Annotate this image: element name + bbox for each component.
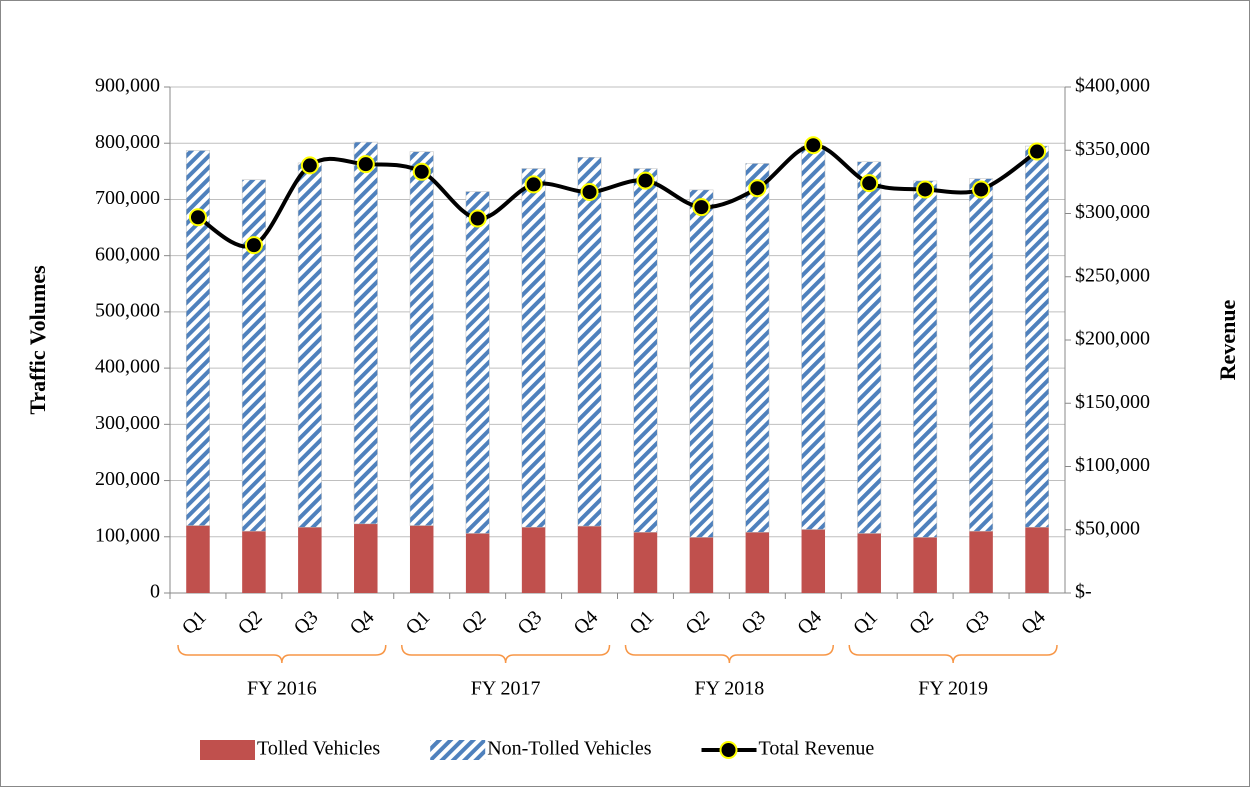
revenue-marker [580,182,599,201]
y2-axis-title: Revenue [1215,299,1240,380]
bar-segment [969,178,994,532]
bar-segment [521,168,546,528]
bar-segment [577,526,602,593]
bar-segment [913,537,937,593]
bar-segment [409,525,434,593]
legend-swatch-marker [719,741,738,759]
y-tick-label: 800,000 [95,131,160,153]
bar-segment [801,529,826,593]
group-brace [177,644,387,664]
revenue-marker [468,209,487,228]
group-brace [848,644,1058,664]
revenue-marker [244,236,263,255]
group-label: FY 2017 [471,678,541,700]
bar-segment [409,151,434,526]
group-brace [401,644,611,664]
bar-segment [633,168,658,533]
bar-segment [1025,527,1049,593]
bar-segment [186,525,210,593]
revenue-marker [748,179,767,198]
bar-segment [913,180,938,538]
bar-segment [857,533,881,593]
bar-segment [969,531,993,593]
revenue-line [196,143,1039,249]
revenue-marker [972,180,991,199]
y-tick-label: 700,000 [95,187,160,209]
group-label: FY 2019 [918,678,988,700]
group-label: FY 2018 [694,678,764,700]
y-tick-label: 400,000 [95,356,160,378]
revenue-marker [1028,142,1047,161]
bar-segment [857,161,882,534]
y2-tick-label: $200,000 [1075,328,1150,350]
y-tick-label: 200,000 [95,468,160,490]
bar-segment [354,523,378,593]
bar-segment [185,150,210,526]
bar-segment [298,527,322,593]
y-tick-label: 600,000 [95,243,160,265]
y2-tick-label: $350,000 [1075,138,1150,160]
y-tick-label: 500,000 [95,299,160,321]
bar-segment [801,145,826,530]
bar-segment [465,533,490,593]
y-axis-title: Traffic Volumes [25,265,50,415]
bar-segment [297,162,322,528]
revenue-marker [188,208,207,227]
revenue-marker [636,171,655,190]
revenue-marker [300,156,319,175]
y-tick-label: 100,000 [95,524,160,546]
revenue-marker [692,198,711,217]
bar-segment [689,537,714,593]
revenue-marker [916,180,935,199]
y-tick-label: 0 [150,581,160,603]
bar-segment [745,163,770,533]
bar-segment [242,531,266,593]
revenue-marker [356,155,375,174]
legend-label: Non-Tolled Vehicles [487,738,652,760]
group-label: FY 2016 [247,678,317,700]
legend-label: Tolled Vehicles [257,738,380,760]
y2-tick-label: $- [1075,581,1092,603]
y-tick-label: 900,000 [95,75,160,97]
legend-label: Total Revenue [759,738,875,760]
y2-tick-label: $300,000 [1075,201,1150,223]
bar-segment [521,527,546,593]
bar-segment [241,179,266,532]
bar-segment [633,532,658,593]
revenue-marker [412,162,431,181]
legend-swatch [200,740,255,760]
revenue-marker [804,136,823,155]
legend-swatch [430,740,486,760]
bar-segment [689,189,714,538]
y2-tick-label: $400,000 [1075,75,1150,97]
y2-tick-label: $50,000 [1075,517,1140,539]
bar-segment [465,191,490,534]
y2-tick-label: $250,000 [1075,264,1150,286]
bar-segment [353,141,378,525]
y2-tick-label: $100,000 [1075,454,1150,476]
bar-segment [577,157,602,527]
revenue-marker [860,174,879,193]
y-tick-label: 300,000 [95,412,160,434]
y2-tick-label: $150,000 [1075,391,1150,413]
revenue-marker [524,175,543,194]
bar-segment [745,532,770,593]
bar-segment [1025,145,1050,528]
group-brace [624,644,834,664]
